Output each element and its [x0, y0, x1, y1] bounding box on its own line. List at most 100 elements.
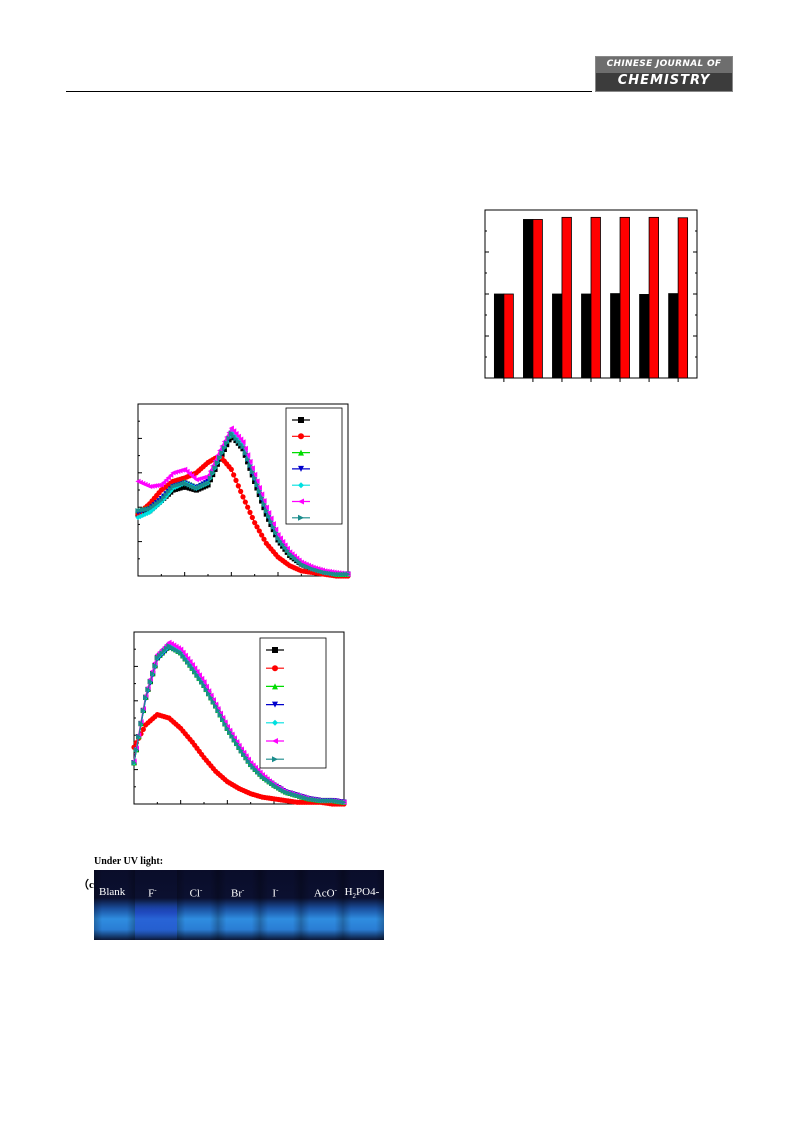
data-point — [282, 544, 288, 551]
data-point — [231, 472, 237, 478]
data-point — [156, 482, 162, 488]
vial — [135, 870, 177, 940]
data-point — [247, 462, 253, 469]
data-point — [154, 482, 160, 489]
data-point — [203, 683, 209, 689]
data-point — [345, 571, 351, 577]
data-point — [228, 466, 234, 472]
data-point — [136, 733, 142, 740]
data-point — [182, 656, 188, 662]
bar-series1 — [523, 219, 534, 379]
data-point — [133, 747, 139, 753]
data-point — [228, 430, 234, 436]
data-point — [150, 671, 156, 677]
data-point — [201, 682, 207, 688]
data-point — [261, 536, 267, 542]
series-7 — [135, 430, 351, 577]
data-point — [249, 465, 255, 471]
data-point — [259, 494, 265, 501]
journal-logo: CHINESE JOURNAL OF CHEMISTRY — [595, 56, 733, 92]
data-point — [249, 514, 255, 521]
data-point — [207, 475, 213, 481]
data-point — [224, 440, 230, 446]
data-point — [158, 497, 164, 503]
vial — [218, 870, 260, 940]
data-point — [163, 492, 169, 498]
legend-marker — [272, 719, 278, 726]
vial-label-text: AcO — [313, 887, 335, 900]
data-point — [238, 488, 244, 494]
data-point — [226, 435, 232, 441]
data-point — [234, 740, 240, 747]
legend-marker — [298, 514, 304, 521]
legend-box — [259, 637, 327, 769]
data-point — [259, 532, 265, 538]
data-point — [210, 470, 216, 476]
data-point — [254, 478, 260, 484]
data-point — [266, 510, 272, 516]
data-point — [140, 707, 146, 714]
data-point — [275, 535, 281, 541]
data-point — [210, 699, 216, 705]
journal-logo-band — [596, 73, 732, 91]
data-point — [231, 737, 237, 743]
data-point — [240, 494, 246, 500]
data-point — [192, 668, 198, 675]
vial-label: AcO- — [314, 886, 337, 900]
data-point — [224, 725, 230, 731]
data-point — [270, 524, 276, 530]
data-point — [203, 686, 209, 693]
data-point — [233, 436, 239, 442]
bar-series1 — [668, 293, 679, 379]
data-point — [277, 538, 283, 544]
vial-label: Cl- — [190, 886, 203, 900]
data-point — [208, 695, 214, 701]
data-point — [245, 456, 251, 462]
data-point — [245, 504, 251, 510]
data-point — [214, 459, 220, 466]
data-point — [149, 483, 155, 489]
data-point — [259, 491, 265, 497]
legend-marker — [298, 498, 304, 505]
bar-series2 — [561, 216, 572, 379]
data-point — [268, 515, 274, 521]
data-point — [220, 716, 226, 722]
data-point — [247, 509, 253, 515]
data-point — [273, 526, 279, 532]
data-point — [165, 475, 171, 481]
series-2 — [131, 711, 347, 807]
legend-box — [285, 407, 343, 525]
journal-title-line1: CHINESE JOURNAL OF — [606, 59, 722, 69]
vial-label: Blank — [99, 886, 125, 898]
emission-spectra-chart — [131, 631, 347, 807]
vial-label: H2PO4- — [345, 886, 380, 900]
data-point — [205, 480, 211, 486]
data-point — [275, 532, 281, 538]
data-point — [227, 729, 233, 735]
vial — [259, 870, 302, 940]
data-point — [168, 472, 174, 478]
legend-marker — [272, 738, 278, 744]
data-point — [222, 721, 228, 727]
bar-series1 — [552, 293, 563, 379]
bar-series1 — [610, 293, 621, 379]
bar-series2 — [648, 216, 659, 379]
data-point — [273, 530, 279, 536]
data-point — [231, 428, 237, 434]
data-point — [142, 511, 148, 518]
legend-marker — [272, 647, 278, 653]
data-point — [206, 688, 212, 694]
data-point — [235, 433, 241, 439]
data-point — [178, 650, 184, 656]
data-point — [254, 524, 260, 530]
vial-label-text: Blank — [99, 886, 126, 898]
data-point — [245, 452, 251, 458]
data-point — [161, 494, 167, 501]
data-point — [268, 519, 274, 525]
bar-series1 — [581, 293, 592, 379]
data-point — [233, 430, 239, 437]
vial — [94, 870, 136, 940]
bar-series1 — [493, 293, 505, 379]
data-point — [256, 528, 262, 534]
vial-label-text: I — [272, 887, 277, 900]
